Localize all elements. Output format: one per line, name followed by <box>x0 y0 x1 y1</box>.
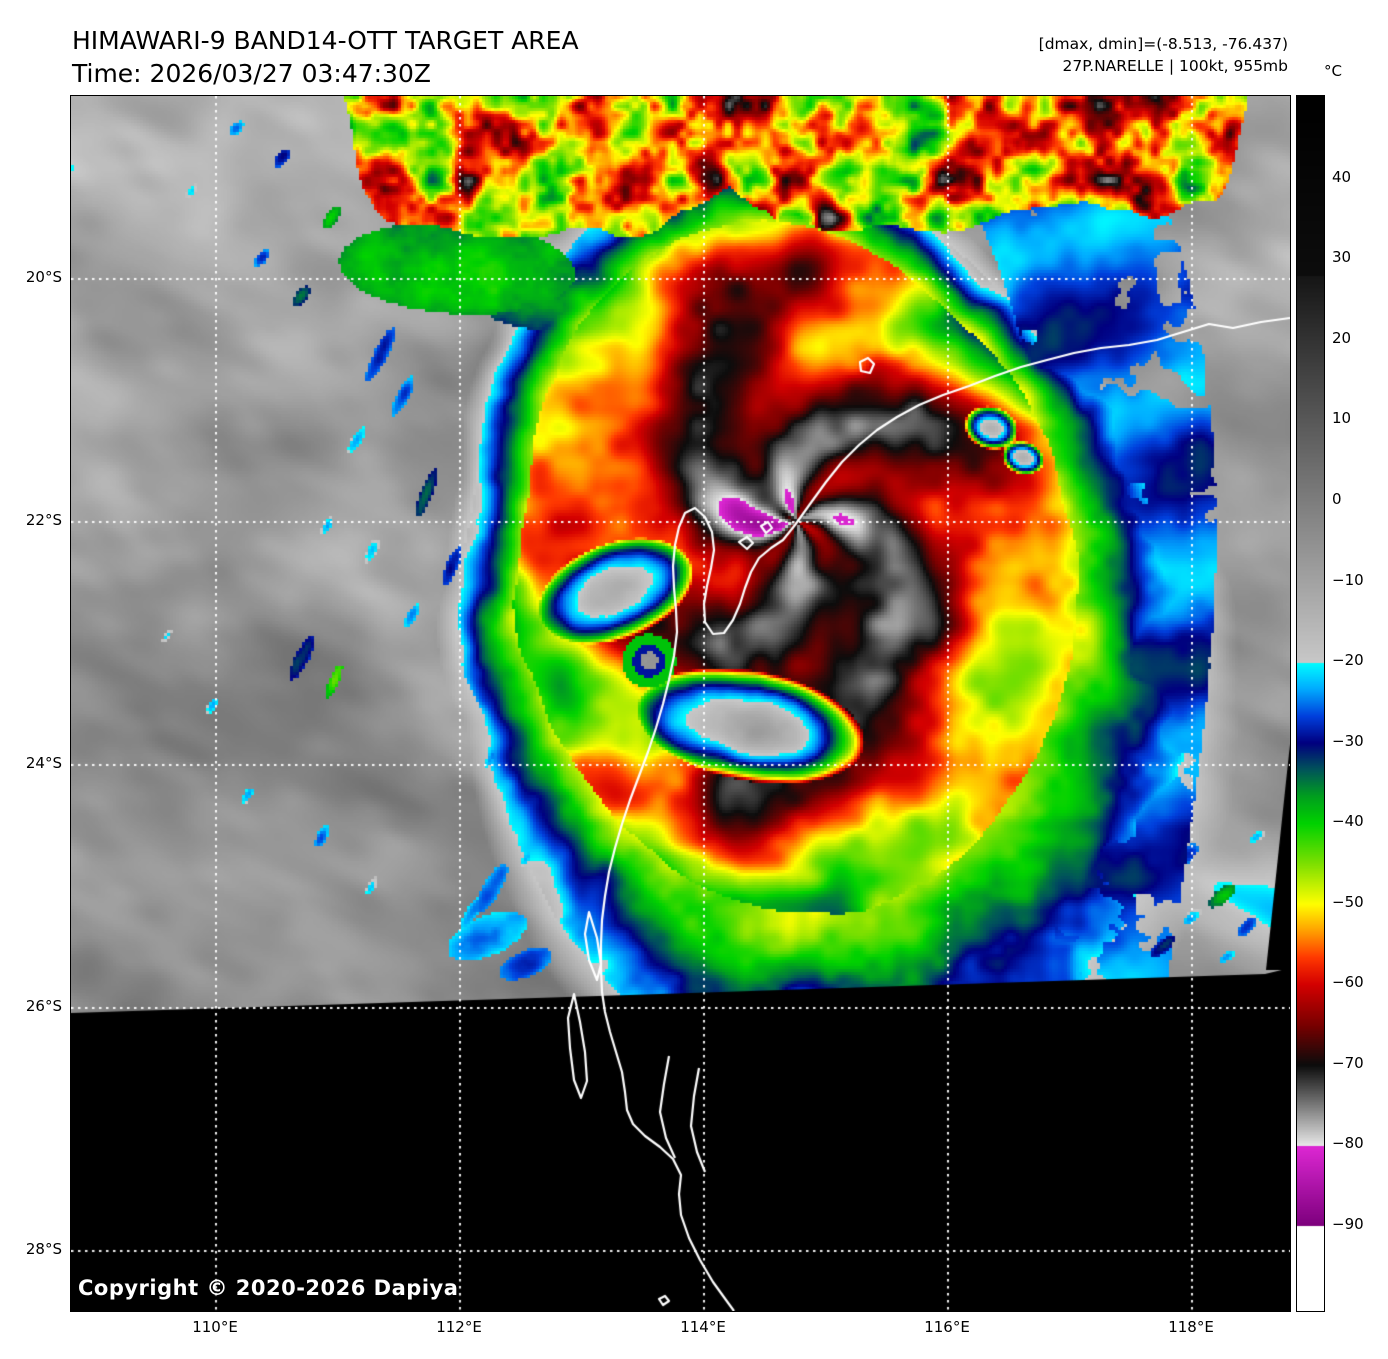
colorbar-tick-label: −80 <box>1332 1134 1364 1153</box>
lon-tick-label: 116°E <box>924 1318 970 1336</box>
colorbar-tick-label: −90 <box>1332 1214 1364 1233</box>
lon-tick-label: 112°E <box>436 1318 482 1336</box>
colorbar-tick-label: 0 <box>1332 490 1342 508</box>
colorbar-unit-label: °C <box>1324 62 1342 80</box>
colorbar-tick-label: 30 <box>1332 248 1352 267</box>
figure-timestamp: Time: 2026/03/27 03:47:30Z <box>72 59 431 88</box>
lat-tick-label: 22°S <box>25 511 62 529</box>
colorbar-canvas <box>1297 96 1324 1311</box>
title-block: HIMAWARI-9 BAND14-OTT TARGET AREA Time: … <box>72 24 579 90</box>
satellite-imagery-canvas <box>71 96 1290 1311</box>
satellite-map <box>70 95 1291 1312</box>
colorbar-tick-label: 20 <box>1332 328 1352 347</box>
colorbar-tick-label: −60 <box>1332 973 1364 992</box>
lon-tick-label: 110°E <box>192 1318 238 1336</box>
lon-tick-label: 118°E <box>1168 1318 1214 1336</box>
storm-intensity-label: 27P.NARELLE | 100kt, 955mb <box>1062 57 1289 75</box>
colorbar-tick-label: 10 <box>1332 409 1352 428</box>
colorbar-tick-label: −20 <box>1332 651 1364 670</box>
colorbar-tick-label: −40 <box>1332 812 1364 831</box>
figure-title: HIMAWARI-9 BAND14-OTT TARGET AREA <box>72 26 579 55</box>
lon-tick-label: 114°E <box>680 1318 726 1336</box>
colorbar-tick-label: −50 <box>1332 892 1364 911</box>
copyright-label: Copyright © 2020-2026 Dapiya <box>78 1276 459 1300</box>
dmax-dmin-label: [dmax, dmin]=(-8.513, -76.437) <box>1038 35 1288 53</box>
colorbar-tick-label: −70 <box>1332 1053 1364 1072</box>
annotation-block: [dmax, dmin]=(-8.513, -76.437) 27P.NAREL… <box>688 33 1288 77</box>
lat-tick-label: 24°S <box>25 754 62 772</box>
colorbar-tick-label: −10 <box>1332 570 1364 589</box>
lat-tick-label: 20°S <box>25 268 62 286</box>
colorbar <box>1296 95 1325 1312</box>
lat-tick-label: 28°S <box>25 1240 62 1258</box>
colorbar-tick-label: 40 <box>1332 167 1352 186</box>
lat-tick-label: 26°S <box>25 997 62 1015</box>
colorbar-tick-label: −30 <box>1332 731 1364 750</box>
